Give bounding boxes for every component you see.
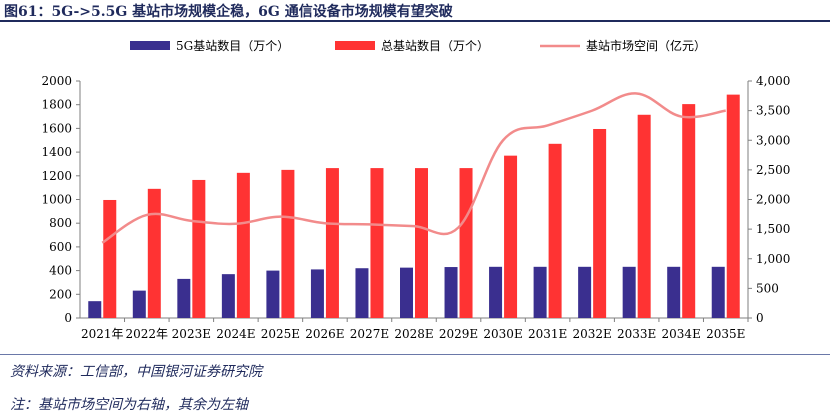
bar-5g-stations [667,266,681,318]
x-tick-label: 2031E [528,327,567,341]
right-tick-label: 1,000 [756,252,790,266]
bar-total-stations [637,114,651,319]
bar-total-stations [682,104,696,318]
x-tick-label: 2032E [572,327,611,341]
right-tick-label: 3,000 [756,133,790,147]
legend-swatch-total [335,41,375,50]
right-tick-label: 0 [756,311,764,325]
line-market-space [101,92,726,244]
bar-5g-stations [711,266,725,318]
bar-5g-stations [221,274,235,318]
bar-total-stations [504,155,518,318]
left-tick-label: 1200 [41,169,72,183]
axis-note: 注：基站市场空间为右轴，其余为左轴 [10,397,248,413]
right-tick-label: 2,500 [756,163,790,177]
left-tick-label: 1800 [41,98,72,112]
bar-5g-stations [622,266,636,318]
x-tick-label: 2028E [394,327,433,341]
x-tick-label: 2025E [261,327,300,341]
left-tick-label: 400 [49,264,72,278]
x-tick-label: 2034E [662,327,701,341]
source-note: 资料来源：工信部，中国银河证券研究院 [10,364,262,380]
footer-rule [0,354,830,355]
bar-total-stations [459,168,473,318]
right-tick-label: 4,000 [756,74,790,88]
x-tick-label: 2035E [706,327,745,341]
right-tick-label: 500 [756,281,779,295]
x-tick-label: 2022年 [126,327,169,341]
bar-5g-stations [355,268,369,318]
legend-label-total: 总基站数目（万个） [381,38,489,53]
left-tick-label: 1600 [41,121,72,135]
left-tick-label: 800 [49,216,72,230]
legend-swatch-5g [130,41,170,50]
x-tick-label: 2026E [305,327,344,341]
bar-5g-stations [177,278,191,318]
bar-total-stations [415,168,428,318]
x-tick-label: 2030E [483,327,522,341]
legend-label-5g: 5G基站数目（万个） [176,38,289,53]
left-tick-label: 600 [49,240,72,254]
title-rule [0,20,830,22]
x-tick-label: 2029E [439,327,478,341]
bar-total-stations [370,168,384,318]
left-tick-label: 2000 [41,74,72,88]
right-tick-label: 1,500 [756,222,790,236]
right-tick-label: 2,000 [756,193,790,207]
bar-total-stations [726,94,740,318]
bar-5g-stations [310,269,324,318]
bar-5g-stations [132,290,146,318]
bar-5g-stations [266,270,280,318]
bar-total-stations [548,143,562,318]
right-tick-label: 3,500 [756,104,790,118]
bar-total-stations [103,199,117,318]
left-tick-label: 200 [49,287,72,301]
x-tick-label: 2033E [617,327,656,341]
bar-total-stations [192,179,206,318]
x-tick-label: 2021年 [81,327,124,341]
left-tick-label: 1000 [41,193,72,207]
legend-label-market: 基站市场空间（亿元） [586,38,706,53]
bar-5g-stations [489,266,503,318]
bar-5g-stations [88,301,102,318]
x-tick-label: 2027E [350,327,389,341]
bar-total-stations [325,168,339,318]
bar-5g-stations [444,267,458,318]
bar-total-stations [236,172,250,318]
bar-total-stations [281,169,295,318]
x-tick-label: 2024E [216,327,255,341]
chart-title: 图61：5G->5.5G 基站市场规模企稳，6G 通信设备市场规模有望突破 [4,4,453,20]
bar-total-stations [593,128,607,318]
chart: 0 200 400 600 800 1000 1200 1400 1600 1800 2000 0 50… [41,38,790,341]
bar-5g-stations [533,266,547,318]
left-tick-label: 0 [64,311,72,325]
x-tick-label: 2023E [172,327,211,341]
left-tick-label: 1400 [41,145,72,159]
bar-5g-stations [400,267,413,318]
bar-total-stations [147,188,161,318]
bar-5g-stations [578,266,592,318]
